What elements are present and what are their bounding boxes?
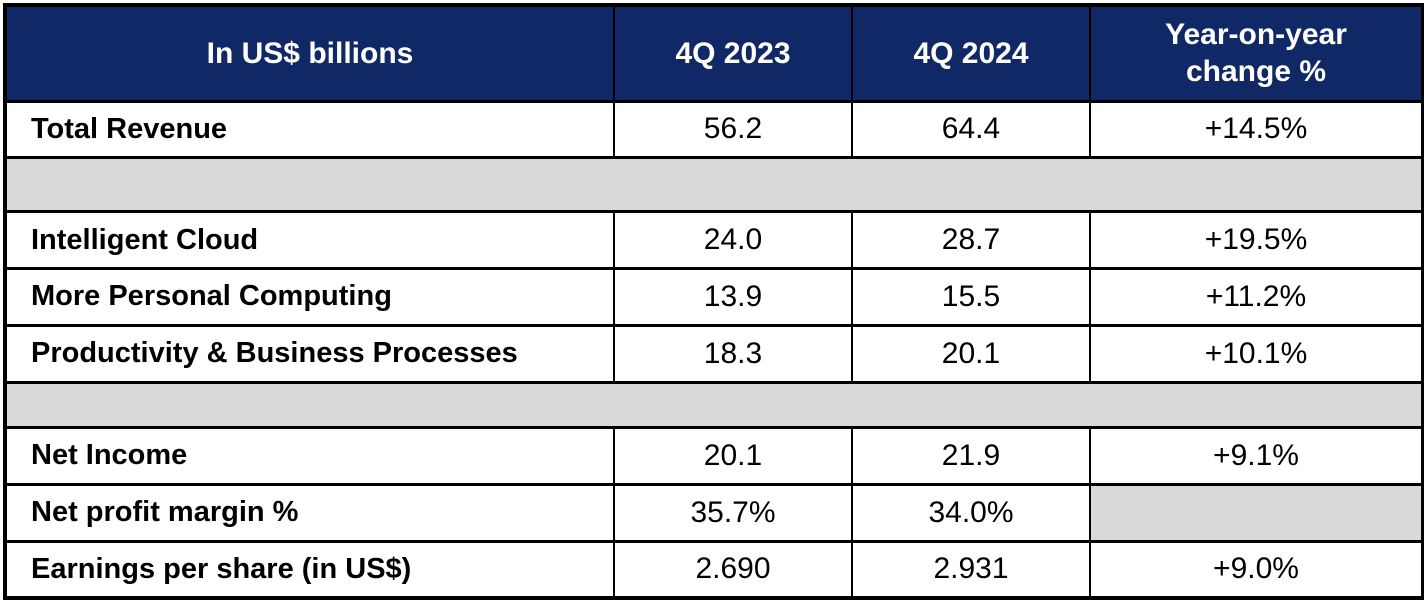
header-cell-yoy-change: Year-on-year change % xyxy=(1089,3,1424,103)
table-row-net-profit-margin: Net profit margin % 35.7% 34.0% xyxy=(4,482,1424,543)
table-row-more-personal-computing: More Personal Computing 13.9 15.5 +11.2% xyxy=(4,266,1424,327)
row-label: Net profit margin % xyxy=(4,482,615,543)
value-4q2023: 13.9 xyxy=(613,266,853,327)
value-4q2024: 15.5 xyxy=(851,266,1091,327)
header-cell-metric: In US$ billions xyxy=(4,3,615,103)
row-label: Earnings per share (in US$) xyxy=(4,539,615,600)
spacer-row xyxy=(5,156,1423,214)
row-label: Net Income xyxy=(4,426,615,486)
row-label: More Personal Computing xyxy=(4,266,615,327)
row-label: Intelligent Cloud xyxy=(4,210,615,270)
value-4q2024: 21.9 xyxy=(851,426,1091,486)
spacer-band xyxy=(5,156,1423,214)
empty-gray-cell xyxy=(1089,482,1424,543)
value-4q2023: 18.3 xyxy=(613,323,853,384)
value-4q2024: 28.7 xyxy=(851,210,1091,270)
table-row-net-income: Net Income 20.1 21.9 +9.1% xyxy=(4,426,1424,486)
table-row-intelligent-cloud: Intelligent Cloud 24.0 28.7 +19.5% xyxy=(4,210,1424,270)
value-4q2023: 56.2 xyxy=(613,99,853,160)
value-yoy-change: +9.0% xyxy=(1089,539,1424,600)
value-4q2023: 24.0 xyxy=(613,210,853,270)
value-yoy-change: +11.2% xyxy=(1089,266,1424,327)
value-4q2023: 35.7% xyxy=(613,482,853,543)
table-row-total-revenue: Total Revenue 56.2 64.4 +14.5% xyxy=(4,99,1424,160)
table-row-earnings-per-share: Earnings per share (in US$) 2.690 2.931 … xyxy=(4,539,1424,600)
table-row-productivity-business-processes: Productivity & Business Processes 18.3 2… xyxy=(4,323,1424,384)
table-header-row: In US$ billions 4Q 2023 4Q 2024 Year-on-… xyxy=(4,3,1424,103)
value-yoy-change: +9.1% xyxy=(1089,426,1424,486)
value-yoy-change: +19.5% xyxy=(1089,210,1424,270)
value-yoy-change: +10.1% xyxy=(1089,323,1424,384)
header-cell-4q2024: 4Q 2024 xyxy=(851,3,1091,103)
value-4q2024: 2.931 xyxy=(851,539,1091,600)
header-cell-4q2023: 4Q 2023 xyxy=(613,3,853,103)
spacer-band xyxy=(5,380,1423,430)
row-label: Total Revenue xyxy=(4,99,615,160)
spacer-row xyxy=(5,380,1423,430)
value-4q2024: 64.4 xyxy=(851,99,1091,160)
value-4q2023: 2.690 xyxy=(613,539,853,600)
value-4q2024: 20.1 xyxy=(851,323,1091,384)
financial-results-table: In US$ billions 4Q 2023 4Q 2024 Year-on-… xyxy=(3,3,1424,600)
value-yoy-change: +14.5% xyxy=(1089,99,1424,160)
value-4q2023: 20.1 xyxy=(613,426,853,486)
value-4q2024: 34.0% xyxy=(851,482,1091,543)
row-label: Productivity & Business Processes xyxy=(4,323,615,384)
